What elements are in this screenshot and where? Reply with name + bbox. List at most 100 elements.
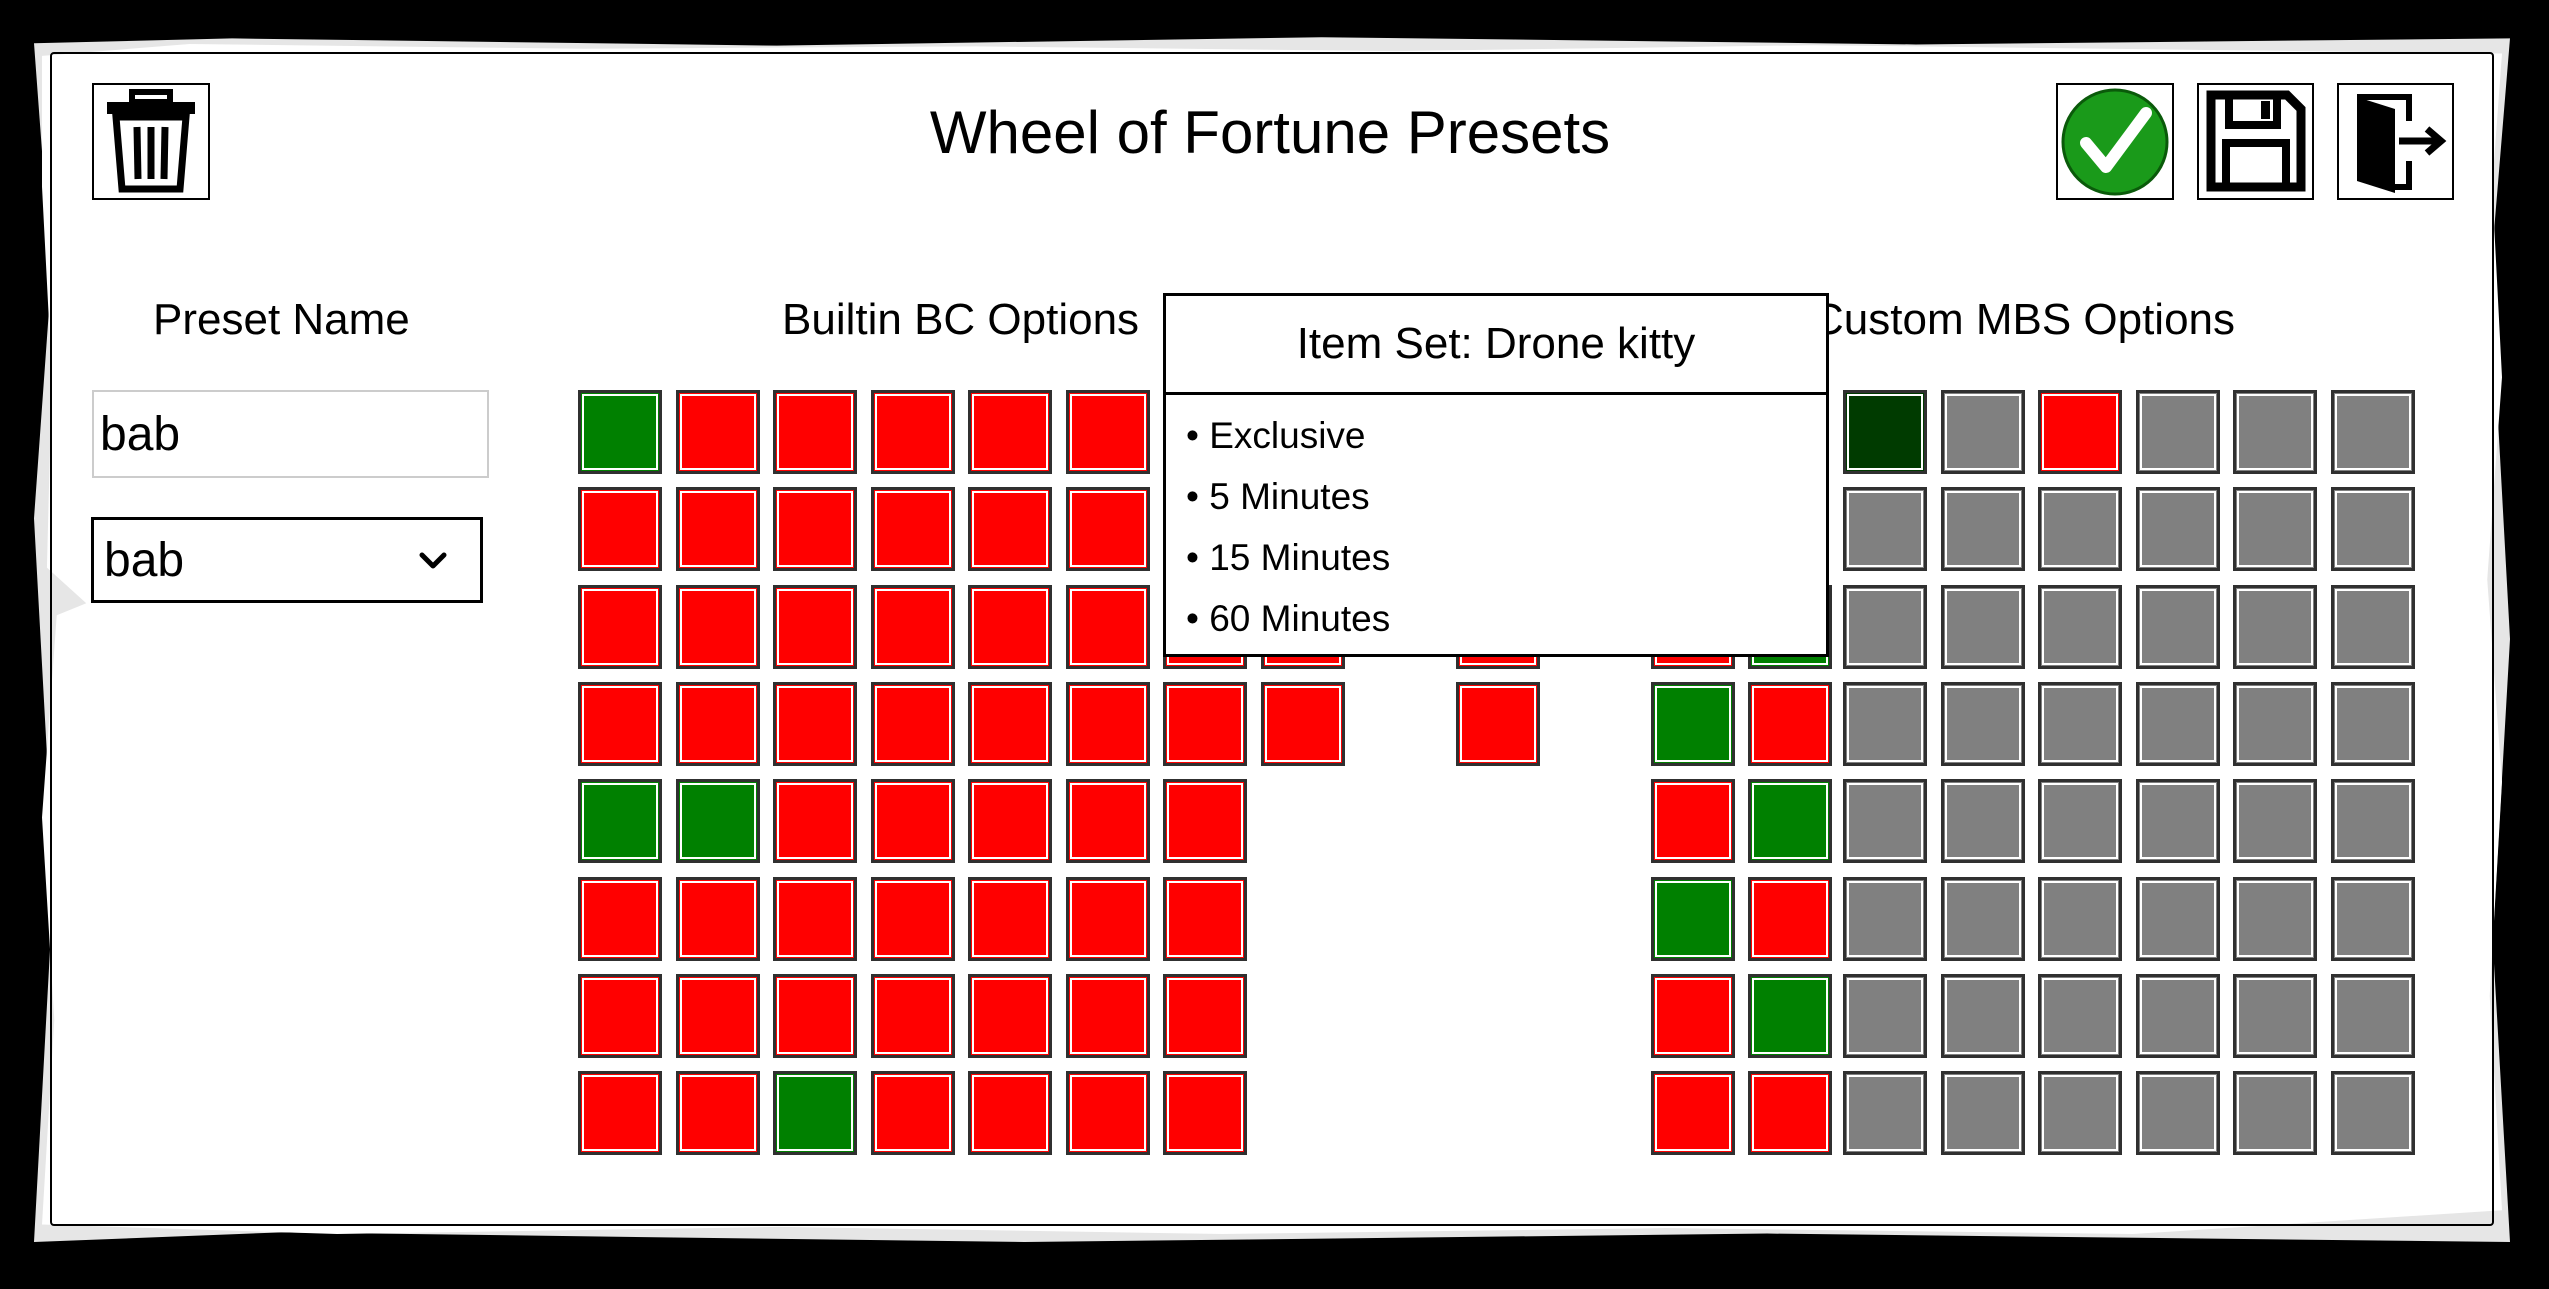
custom-option-toggle[interactable] bbox=[2233, 584, 2317, 669]
custom-option-toggle[interactable] bbox=[2330, 1071, 2415, 1156]
builtin-option-toggle[interactable] bbox=[1650, 779, 1735, 864]
builtin-option-toggle[interactable] bbox=[1163, 779, 1247, 864]
builtin-option-toggle[interactable] bbox=[1163, 681, 1247, 766]
custom-option-toggle[interactable] bbox=[2233, 876, 2317, 961]
custom-option-toggle[interactable] bbox=[2135, 584, 2220, 669]
exit-button[interactable] bbox=[2337, 83, 2454, 200]
builtin-option-toggle[interactable] bbox=[870, 681, 955, 766]
builtin-option-toggle[interactable] bbox=[578, 973, 662, 1058]
builtin-option-toggle[interactable] bbox=[675, 876, 760, 961]
builtin-option-toggle[interactable] bbox=[1163, 1071, 1247, 1156]
builtin-option-toggle[interactable] bbox=[1748, 1071, 1832, 1156]
builtin-option-toggle[interactable] bbox=[1748, 779, 1832, 864]
builtin-option-toggle[interactable] bbox=[870, 584, 955, 669]
builtin-option-toggle[interactable] bbox=[968, 390, 1052, 474]
custom-option-toggle[interactable] bbox=[2135, 681, 2220, 766]
builtin-option-toggle[interactable] bbox=[578, 1071, 662, 1156]
builtin-option-toggle[interactable] bbox=[675, 390, 760, 474]
builtin-option-toggle[interactable] bbox=[578, 779, 662, 864]
builtin-option-toggle[interactable] bbox=[870, 876, 955, 961]
delete-button[interactable] bbox=[92, 83, 210, 200]
custom-option-toggle[interactable] bbox=[2038, 584, 2122, 669]
builtin-option-toggle[interactable] bbox=[1748, 681, 1832, 766]
custom-option-toggle[interactable] bbox=[1940, 876, 2025, 961]
custom-option-toggle[interactable] bbox=[2330, 681, 2415, 766]
builtin-option-toggle[interactable] bbox=[773, 779, 857, 864]
custom-option-toggle[interactable] bbox=[2330, 584, 2415, 669]
builtin-option-toggle[interactable] bbox=[968, 779, 1052, 864]
builtin-option-toggle[interactable] bbox=[968, 584, 1052, 669]
builtin-option-toggle[interactable] bbox=[1748, 973, 1832, 1058]
custom-option-toggle[interactable] bbox=[1843, 390, 1927, 474]
builtin-option-toggle[interactable] bbox=[1650, 973, 1735, 1058]
custom-option-toggle[interactable] bbox=[2233, 681, 2317, 766]
builtin-option-toggle[interactable] bbox=[773, 584, 857, 669]
builtin-option-toggle[interactable] bbox=[578, 584, 662, 669]
builtin-option-toggle[interactable] bbox=[1065, 390, 1150, 474]
custom-option-toggle[interactable] bbox=[1843, 487, 1927, 572]
builtin-option-toggle[interactable] bbox=[870, 390, 955, 474]
accept-button[interactable] bbox=[2056, 83, 2174, 200]
custom-option-toggle[interactable] bbox=[2330, 390, 2415, 474]
builtin-option-toggle[interactable] bbox=[773, 973, 857, 1058]
custom-option-toggle[interactable] bbox=[1843, 779, 1927, 864]
builtin-option-toggle[interactable] bbox=[1065, 584, 1150, 669]
builtin-option-toggle[interactable] bbox=[578, 487, 662, 572]
builtin-option-toggle[interactable] bbox=[870, 487, 955, 572]
custom-option-toggle[interactable] bbox=[1843, 1071, 1927, 1156]
custom-option-toggle[interactable] bbox=[2330, 973, 2415, 1058]
builtin-option-toggle[interactable] bbox=[675, 973, 760, 1058]
builtin-option-toggle[interactable] bbox=[1163, 876, 1247, 961]
builtin-option-toggle[interactable] bbox=[1455, 681, 1540, 766]
builtin-option-toggle[interactable] bbox=[968, 487, 1052, 572]
custom-option-toggle[interactable] bbox=[2135, 390, 2220, 474]
custom-option-toggle[interactable] bbox=[2135, 779, 2220, 864]
builtin-option-toggle[interactable] bbox=[1065, 779, 1150, 864]
preset-name-input[interactable]: bab bbox=[92, 390, 489, 478]
custom-option-toggle[interactable] bbox=[2233, 390, 2317, 474]
builtin-option-toggle[interactable] bbox=[773, 487, 857, 572]
custom-option-toggle[interactable] bbox=[1940, 779, 2025, 864]
custom-option-toggle[interactable] bbox=[1940, 584, 2025, 669]
custom-option-toggle[interactable] bbox=[2233, 973, 2317, 1058]
custom-option-toggle[interactable] bbox=[2135, 973, 2220, 1058]
custom-option-toggle[interactable] bbox=[2038, 487, 2122, 572]
custom-option-toggle[interactable] bbox=[2330, 487, 2415, 572]
custom-option-toggle[interactable] bbox=[2038, 1071, 2122, 1156]
custom-option-toggle[interactable] bbox=[1843, 681, 1927, 766]
custom-option-toggle[interactable] bbox=[1940, 390, 2025, 474]
custom-option-toggle[interactable] bbox=[1940, 681, 2025, 766]
builtin-option-toggle[interactable] bbox=[675, 1071, 760, 1156]
builtin-option-toggle[interactable] bbox=[578, 876, 662, 961]
custom-option-toggle[interactable] bbox=[2233, 779, 2317, 864]
custom-option-toggle[interactable] bbox=[1843, 973, 1927, 1058]
builtin-option-toggle[interactable] bbox=[1065, 681, 1150, 766]
custom-option-toggle[interactable] bbox=[1940, 1071, 2025, 1156]
custom-option-toggle[interactable] bbox=[2135, 487, 2220, 572]
builtin-option-toggle[interactable] bbox=[578, 390, 662, 474]
custom-option-toggle[interactable] bbox=[1940, 973, 2025, 1058]
builtin-option-toggle[interactable] bbox=[675, 584, 760, 669]
builtin-option-toggle[interactable] bbox=[773, 390, 857, 474]
preset-select[interactable]: bab bbox=[91, 517, 483, 603]
custom-option-toggle[interactable] bbox=[2038, 390, 2122, 474]
save-button[interactable] bbox=[2197, 83, 2314, 200]
custom-option-toggle[interactable] bbox=[1843, 584, 1927, 669]
builtin-option-toggle[interactable] bbox=[968, 973, 1052, 1058]
custom-option-toggle[interactable] bbox=[2038, 876, 2122, 961]
custom-option-toggle[interactable] bbox=[2330, 779, 2415, 864]
builtin-option-toggle[interactable] bbox=[870, 1071, 955, 1156]
builtin-option-toggle[interactable] bbox=[1650, 876, 1735, 961]
builtin-option-toggle[interactable] bbox=[968, 876, 1052, 961]
custom-option-toggle[interactable] bbox=[2038, 779, 2122, 864]
builtin-option-toggle[interactable] bbox=[968, 681, 1052, 766]
custom-option-toggle[interactable] bbox=[2330, 876, 2415, 961]
custom-option-toggle[interactable] bbox=[1940, 487, 2025, 572]
builtin-option-toggle[interactable] bbox=[1260, 681, 1345, 766]
custom-option-toggle[interactable] bbox=[2135, 1071, 2220, 1156]
builtin-option-toggle[interactable] bbox=[1650, 1071, 1735, 1156]
builtin-option-toggle[interactable] bbox=[773, 876, 857, 961]
builtin-option-toggle[interactable] bbox=[1065, 973, 1150, 1058]
builtin-option-toggle[interactable] bbox=[1065, 876, 1150, 961]
builtin-option-toggle[interactable] bbox=[773, 681, 857, 766]
